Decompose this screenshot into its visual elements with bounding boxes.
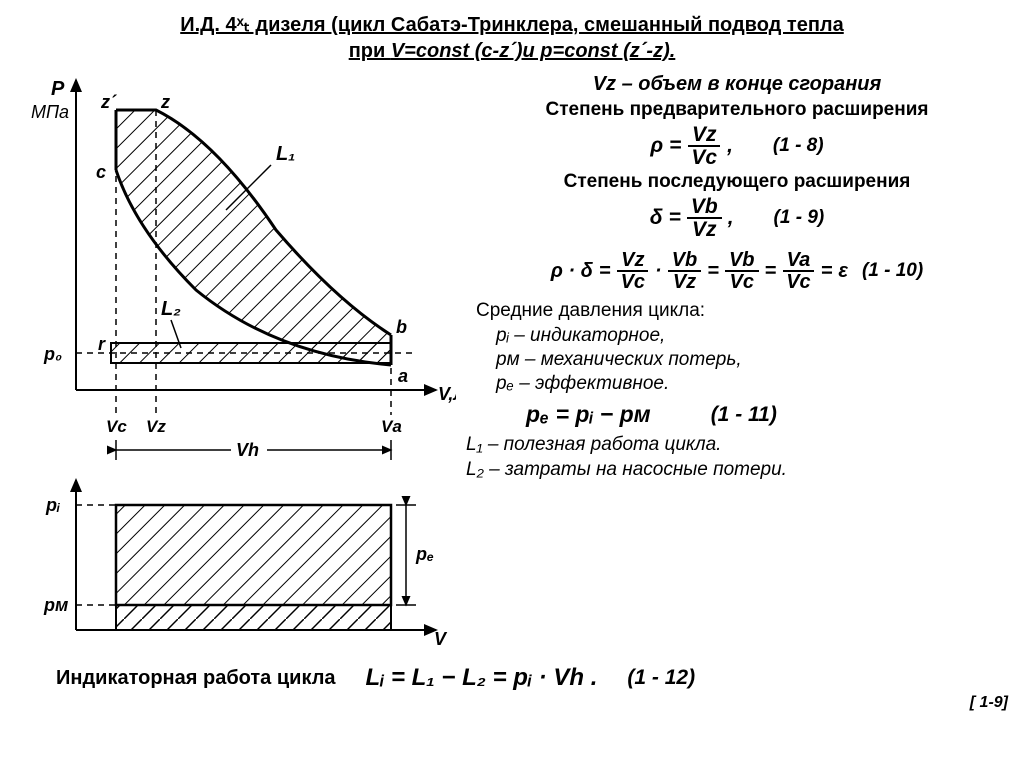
y-axis-label: P <box>51 78 65 100</box>
pe-def: pₑ – эффективное. <box>496 373 1008 395</box>
lbl-L2: L₂ <box>161 298 181 320</box>
page-title: И.Д. 4ˣₜ дизеля (цикл Сабатэ-Тринклера, … <box>16 12 1008 64</box>
eq-1-10: ρ · δ = VzVc · VbVz = VbVc = VaVc = ε (1… <box>466 250 1008 292</box>
pt-z: z <box>160 92 170 112</box>
x-axis-label-2: V <box>434 629 448 649</box>
eqnum-1-10: (1 - 10) <box>862 260 923 282</box>
title-line2-prefix: при <box>349 40 391 62</box>
eq19-num: Vb <box>687 196 722 219</box>
title-line2-mid: V=const (c-z´)и p=const (z´-z). <box>391 40 675 62</box>
eq-1-8: ρ = VzVc , (1 - 8) <box>466 124 1008 168</box>
pt-r: r <box>98 334 106 354</box>
sym-rho: ρ <box>650 134 663 158</box>
lbl-pe: pₑ <box>415 544 434 564</box>
footer-row: Индикаторная работа цикла Lᵢ = L₁ − L₂ =… <box>16 664 1008 692</box>
lbl-Vz: Vz <box>146 417 166 436</box>
deg-pre: Степень предварительного расширения <box>466 99 1008 121</box>
deg-post: Степень последующего расширения <box>466 171 1008 193</box>
pm-def: pм – механических потерь, <box>496 349 1008 371</box>
lbl-pm: pм <box>43 595 68 615</box>
pv-diagram: P МПа V,л z´ z c b r <box>16 70 456 470</box>
indicator-work-label: Индикаторная работа цикла <box>56 667 336 690</box>
pt-a: a <box>398 366 408 386</box>
pt-c: c <box>96 162 106 182</box>
pi-def: pᵢ – индикаторное, <box>496 325 1008 347</box>
L1-def: L₁ – полезная работа цикла. <box>466 434 1008 456</box>
vz-def: Vz – объем в конце сгорания <box>466 73 1008 96</box>
diagrams-column: P МПа V,л z´ z c b r <box>16 70 456 660</box>
eqnum-1-12: (1 - 12) <box>627 666 695 690</box>
lbl-p0: p₀ <box>43 344 62 364</box>
lbl-Va: Vа <box>381 417 402 436</box>
L2-def: L₂ – затраты на насосные потери. <box>466 459 1008 481</box>
eqnum-1-9: (1 - 9) <box>774 207 825 229</box>
sym-eps: ε <box>838 260 848 283</box>
eq-1-11: pₑ = pᵢ − pм (1 - 11) <box>526 401 1008 428</box>
eq-1-9: δ = VbVz , (1 - 9) <box>466 196 1008 240</box>
eq-1-12: Lᵢ = L₁ − L₂ = pᵢ · Vh . <box>366 664 598 692</box>
x-axis-label: V,л <box>438 384 456 404</box>
equations-column: Vz – объем в конце сгорания Степень пред… <box>466 70 1008 660</box>
sym-delta: δ <box>650 206 663 230</box>
pressure-defs: pᵢ – индикаторное, pм – механических пот… <box>496 325 1008 395</box>
title-line1: И.Д. 4ˣₜ дизеля (цикл Сабатэ-Тринклера, … <box>180 14 844 36</box>
eq18-num: Vz <box>688 124 721 147</box>
eqnum-1-11: (1 - 11) <box>711 403 777 427</box>
lbl-Vc: Vс <box>106 417 127 436</box>
eq19-den: Vz <box>688 219 721 240</box>
pt-zprime: z´ <box>100 92 117 112</box>
lbl-pi: pᵢ <box>45 495 60 515</box>
lbl-Vh: Vh <box>236 440 259 460</box>
page-ref: [ 1-9] <box>16 694 1008 712</box>
y-axis-unit: МПа <box>31 102 69 122</box>
pt-b: b <box>396 317 407 337</box>
eq18-den: Vc <box>687 147 721 168</box>
eqnum-1-8: (1 - 8) <box>773 135 824 157</box>
mean-pressure-diagram: V pᵢ pм pₑ <box>16 475 456 655</box>
lbl-L1: L₁ <box>276 143 295 165</box>
eq110-lhs: ρ · δ <box>551 260 593 283</box>
eq111-lhs: pₑ = pᵢ − pм <box>526 401 651 428</box>
avg-press: Средние давления цикла: <box>476 300 1008 322</box>
